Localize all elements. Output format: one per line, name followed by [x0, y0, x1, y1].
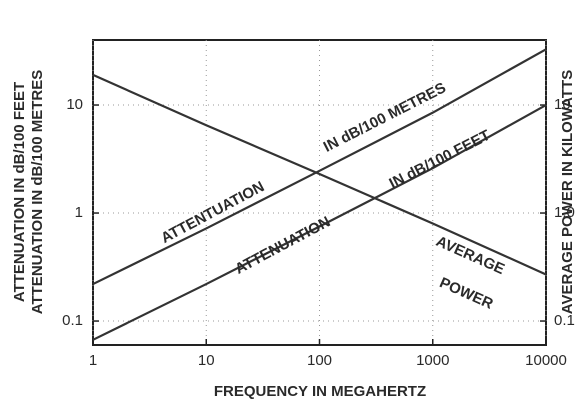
annotation: POWER — [437, 274, 496, 313]
series-line — [92, 104, 547, 341]
series-line — [92, 73, 547, 276]
x-tick-label: 10 — [198, 352, 215, 369]
y2-axis-label: AVERAGE POWER IN KILOWATTS — [559, 70, 576, 314]
annotation: IN dB/100 FEET — [387, 127, 493, 192]
y2-tick-label: 1.0 — [554, 204, 575, 221]
y2-tick-label: 10 — [554, 96, 571, 113]
y2-tick-label: 0.1 — [554, 312, 575, 329]
x-tick-label: 100 — [307, 352, 332, 369]
y-axis-label: ATTENUATION IN dB/100 METRES — [29, 70, 46, 314]
y-axis-label: ATTENUATION IN dB/100 FEET — [11, 82, 28, 302]
annotation: ATTENTUATION — [158, 178, 267, 247]
x-tick-label: 10000 — [525, 352, 567, 369]
y-tick-label: 1 — [75, 204, 83, 221]
x-tick-label: 1 — [89, 352, 97, 369]
y-tick-label: 10 — [66, 96, 83, 113]
annotation: ATTENUATION — [232, 213, 333, 277]
x-tick-label: 1000 — [416, 352, 449, 369]
x-axis-label: FREQUENCY IN MEGAHERTZ — [214, 383, 426, 400]
annotation: IN dB/100 METRES — [321, 79, 449, 155]
series-line — [92, 48, 547, 286]
y-tick-label: 0.1 — [62, 312, 83, 329]
